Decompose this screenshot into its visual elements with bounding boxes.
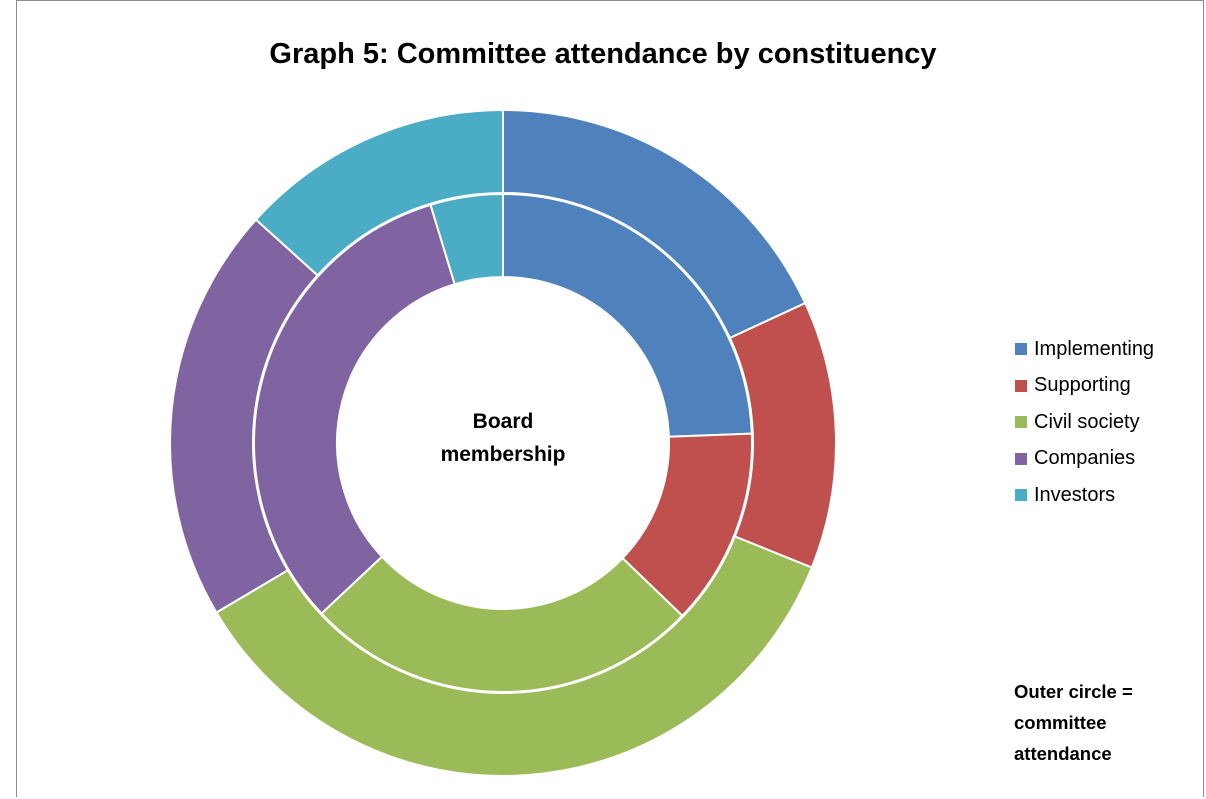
legend-label: Companies xyxy=(1034,447,1136,470)
legend-label: Implementing xyxy=(1034,337,1155,360)
legend-item-implementing: Implementing xyxy=(1015,331,1154,368)
legend-label: Civil society xyxy=(1034,410,1140,433)
legend-swatch xyxy=(1015,489,1027,502)
legend-swatch xyxy=(1015,416,1027,429)
legend-swatch xyxy=(1015,343,1027,356)
inner-ring-slice-investors xyxy=(429,192,504,286)
legend-label: Supporting xyxy=(1034,374,1131,397)
legend-swatch xyxy=(1015,379,1027,392)
legend-item-companies: Companies xyxy=(1015,441,1154,478)
legend-swatch xyxy=(1015,452,1027,465)
outer-circle-note: Outer circle = committee attendance xyxy=(1014,676,1174,769)
legend-label: Investors xyxy=(1034,483,1116,506)
note-line-1: Outer circle = xyxy=(1014,681,1133,702)
inner-ring-slice-civil-society xyxy=(320,555,684,693)
inner-ring-slice-implementing xyxy=(502,192,753,438)
center-label-line-2: membership xyxy=(440,443,566,466)
legend-item-supporting: Supporting xyxy=(1015,368,1154,405)
legend-item-civil-society: Civil society xyxy=(1015,404,1154,441)
legend: Implementing Supporting Civil society Co… xyxy=(1015,331,1154,514)
center-label-line-1: Board xyxy=(472,410,534,433)
chart-title: Graph 5: Committee attendance by constit… xyxy=(269,38,937,70)
note-line-3: attendance xyxy=(1014,743,1112,764)
inner-ring-slice-companies xyxy=(253,203,456,615)
legend-item-investors: Investors xyxy=(1015,477,1154,514)
note-line-2: committee xyxy=(1014,712,1107,733)
center-label: Board membership xyxy=(403,405,603,471)
